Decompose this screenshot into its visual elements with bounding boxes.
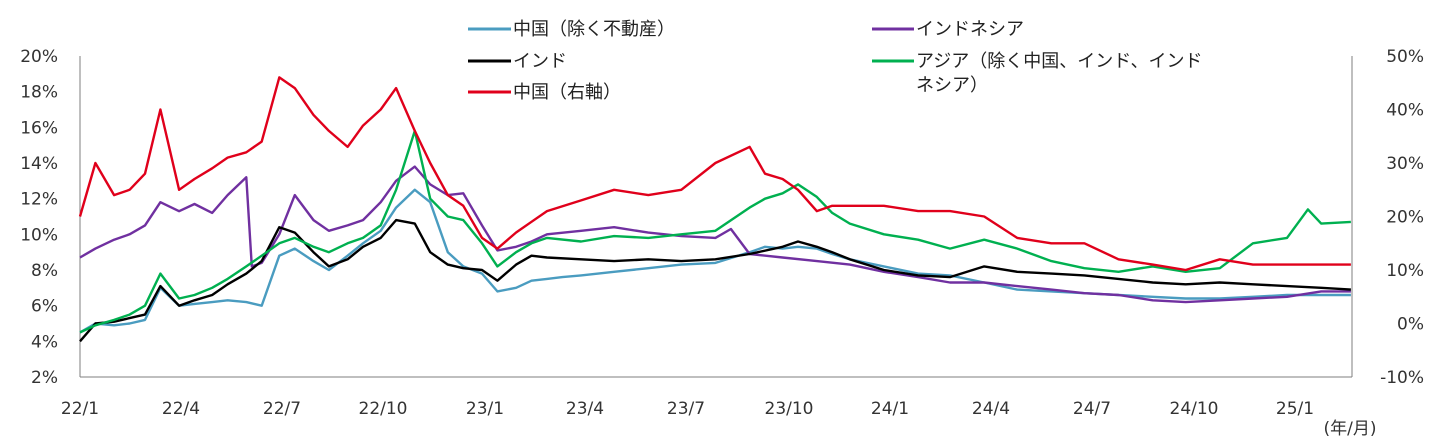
y-left-tick-label: 6% [31, 297, 58, 317]
x-tick-label: 24/4 [972, 399, 1010, 419]
y-left-tick-label: 12% [20, 190, 58, 210]
x-tick-label: 22/7 [263, 399, 301, 419]
legend-label-china-right-axis: 中国（右軸） [513, 82, 621, 103]
series-line-china-ex-property [79, 188, 1351, 334]
legend-label-asia-other: アジア（除く中国、インド、インド [916, 51, 1203, 72]
x-tick-label: 22/10 [359, 399, 408, 419]
x-tick-label: 23/4 [566, 399, 604, 419]
x-tick-labels: 22/1 22/4 22/7 22/10 23/1 23/4 23/7 23/1… [61, 399, 1377, 439]
y-right-tick-label: 50% [1386, 47, 1424, 67]
y-right-tick-labels: 50% 40% 30% 20% 10% 0% -10% [1380, 47, 1424, 388]
y-left-tick-label: 14% [20, 154, 58, 174]
x-tick-label: 24/10 [1170, 399, 1219, 419]
series-line-indonesia [79, 165, 1351, 304]
x-tick-label: 22/4 [162, 399, 200, 419]
x-tick-label: 23/7 [667, 399, 705, 419]
x-tick-label: 24/1 [871, 399, 909, 419]
series-line-china-right-axis [78, 76, 1351, 272]
legend-label-asia-other-line2: ネシア） [916, 75, 988, 96]
y-left-tick-label: 10% [20, 225, 58, 245]
y-left-tick-label: 2% [31, 368, 58, 388]
legend: 中国（除く不動産） インドネシア インド アジア（除く中国、インド、インド ネシ… [468, 19, 1203, 103]
x-tick-label: 24/7 [1073, 399, 1111, 419]
y-left-tick-label: 20% [20, 47, 58, 67]
y-right-tick-label: 0% [1397, 315, 1424, 335]
legend-label-indonesia: インドネシア [916, 19, 1024, 40]
series-line-asia-other [79, 129, 1351, 334]
y-right-tick-label: 30% [1386, 154, 1424, 174]
series-lines [78, 76, 1351, 343]
y-left-tick-label: 16% [20, 118, 58, 138]
x-tick-label: 25/1 [1276, 399, 1314, 419]
y-right-tick-label: 40% [1386, 101, 1424, 121]
y-right-tick-label: 20% [1386, 208, 1424, 228]
x-tick-label: 22/1 [61, 399, 99, 419]
legend-label-india: インド [513, 51, 567, 72]
y-right-tick-label: 10% [1386, 261, 1424, 281]
y-left-tick-label: 18% [20, 83, 58, 103]
y-left-tick-labels: 20% 18% 16% 14% 12% 10% 8% 6% 4% 2% [20, 47, 58, 388]
x-axis-title: (年/月) [1324, 419, 1377, 439]
series-line-india [79, 218, 1351, 343]
x-tick-label: 23/1 [466, 399, 504, 419]
y-right-tick-label: -10% [1380, 368, 1424, 388]
x-tick-label: 23/10 [765, 399, 814, 419]
y-left-tick-label: 4% [31, 332, 58, 352]
y-left-tick-label: 8% [31, 261, 58, 281]
legend-label-china-ex-property: 中国（除く不動産） [513, 19, 675, 40]
